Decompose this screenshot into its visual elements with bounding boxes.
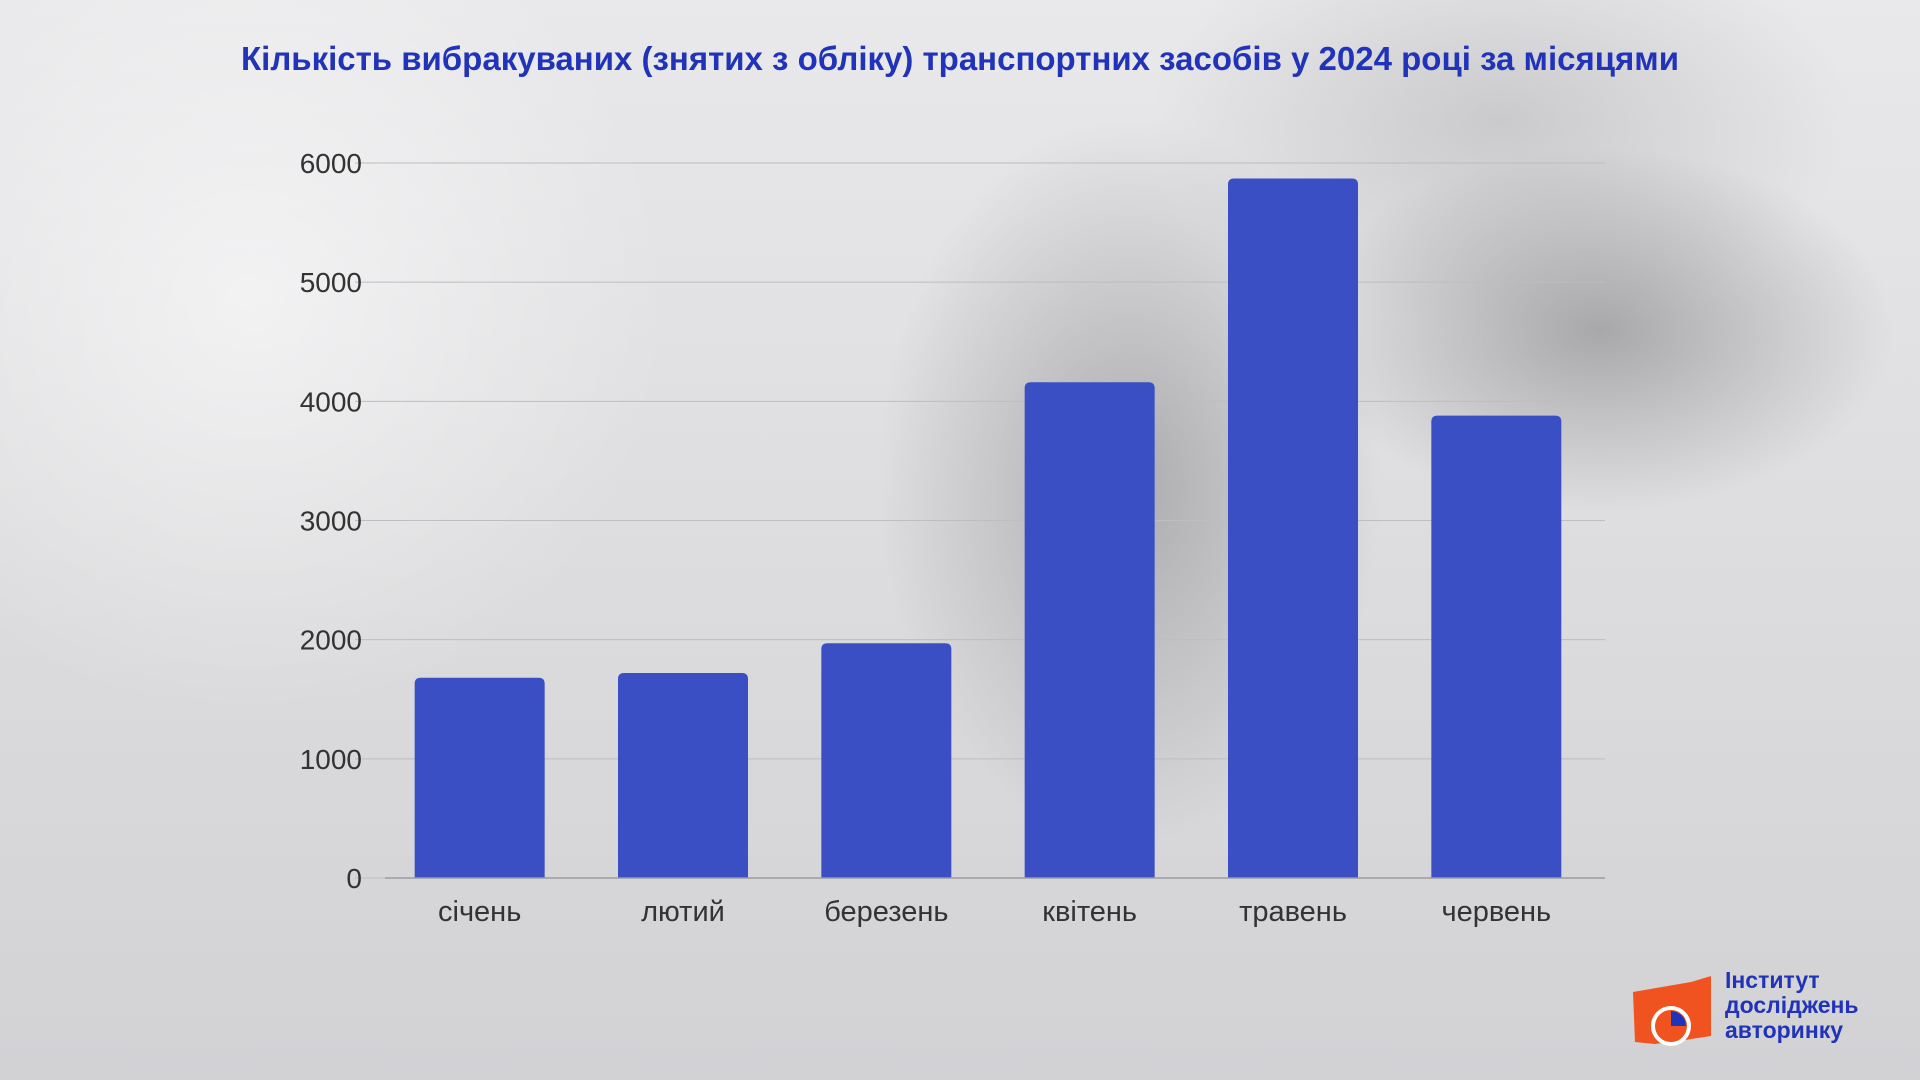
y-tick-label: 3000 (300, 506, 362, 537)
chart-title: Кількість вибракуваних (знятих з обліку)… (241, 40, 1679, 77)
bar (821, 643, 952, 878)
y-tick-label: 0 (346, 863, 362, 894)
logo-line-2: досліджень (1725, 992, 1859, 1018)
y-tick-label: 5000 (300, 267, 362, 298)
x-tick-label: лютий (641, 896, 725, 928)
x-tick-label: квітень (1042, 896, 1137, 928)
logo (1633, 976, 1711, 1046)
y-tick-label: 2000 (300, 625, 362, 656)
bar (414, 677, 545, 878)
y-tick-label: 1000 (300, 744, 362, 775)
bar (618, 673, 748, 878)
logo-text: Інститут досліджень авторинку (1725, 968, 1859, 1043)
logo-pie-slice (1671, 1011, 1686, 1026)
bar (1431, 415, 1562, 878)
logo-line-1: Інститут (1725, 967, 1820, 993)
bar (1228, 178, 1358, 878)
logo-line-3: авторинку (1725, 1017, 1844, 1043)
bar (1024, 382, 1155, 878)
y-tick-label: 6000 (300, 148, 362, 179)
x-tick-label: травень (1239, 896, 1347, 928)
y-tick-label: 4000 (300, 386, 362, 417)
x-tick-label: березень (824, 896, 948, 928)
x-tick-label: червень (1441, 896, 1551, 928)
x-tick-label: січень (438, 896, 521, 928)
